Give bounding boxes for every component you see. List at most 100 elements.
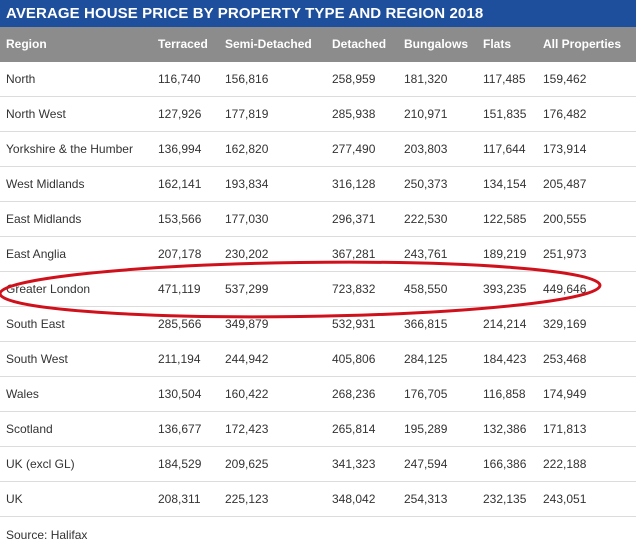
price-cell: 211,194 xyxy=(158,352,201,366)
price-cell: 134,154 xyxy=(483,177,527,191)
table-row: Wales 130,504 160,422 268,236 176,705 116,858… xyxy=(0,377,636,412)
price-cell: 268,236 xyxy=(332,387,376,401)
price-cell: 132,386 xyxy=(483,422,527,436)
price-cell: 160,422 xyxy=(225,387,269,401)
price-cell: 189,219 xyxy=(483,247,527,261)
price-cell: 537,299 xyxy=(225,282,269,296)
price-cell: 177,030 xyxy=(225,212,269,226)
table-row: East Anglia 207,178 230,202 367,281 243,761 1… xyxy=(0,237,636,272)
price-cell: 225,123 xyxy=(225,492,269,506)
table-title: AVERAGE HOUSE PRICE BY PROPERTY TYPE AND… xyxy=(0,0,636,27)
table-row: Yorkshire & the Humber 136,994 162,820 277,… xyxy=(0,132,636,167)
price-cell: 723,832 xyxy=(332,282,376,296)
price-cell: 471,119 xyxy=(158,282,201,296)
table-row: North 116,740 156,816 258,959 181,320 117,485… xyxy=(0,62,636,97)
price-cell: 285,566 xyxy=(158,317,202,331)
price-cell: 341,323 xyxy=(332,457,376,471)
column-header: Region xyxy=(6,37,47,51)
column-header: Detached xyxy=(332,37,387,51)
price-cell: 193,834 xyxy=(225,177,269,191)
price-cell: 151,835 xyxy=(483,107,527,121)
table-row: Greater London 471,119 537,299 723,832 458,5… xyxy=(0,272,636,307)
price-cell: 532,931 xyxy=(332,317,376,331)
price-cell: 172,423 xyxy=(225,422,269,436)
region-cell: Greater London xyxy=(6,282,91,296)
price-cell: 181,320 xyxy=(404,72,448,86)
price-cell: 166,386 xyxy=(483,457,527,471)
table-row: East Midlands 153,566 177,030 296,371 222,53… xyxy=(0,202,636,237)
price-cell: 230,202 xyxy=(225,247,269,261)
price-cell: 405,806 xyxy=(332,352,376,366)
price-cell: 222,188 xyxy=(543,457,587,471)
region-cell: East Midlands xyxy=(6,212,82,226)
price-cell: 122,585 xyxy=(483,212,527,226)
region-cell: West Midlands xyxy=(6,177,85,191)
price-cell: 205,487 xyxy=(543,177,587,191)
source-note: Source: Halifax xyxy=(6,528,88,542)
price-cell: 136,994 xyxy=(158,142,202,156)
column-header: Flats xyxy=(483,37,512,51)
price-cell: 159,462 xyxy=(543,72,587,86)
price-cell: 329,169 xyxy=(543,317,587,331)
table-row: UK (excl GL) 184,529 209,625 341,323 247,594… xyxy=(0,447,636,482)
table-row: Scotland 136,677 172,423 265,814 195,289 132,… xyxy=(0,412,636,447)
price-cell: 117,644 xyxy=(483,142,526,156)
price-cell: 195,289 xyxy=(404,422,448,436)
column-header: All Properties xyxy=(543,37,622,51)
price-cell: 349,879 xyxy=(225,317,269,331)
region-cell: South East xyxy=(6,317,65,331)
region-cell: North West xyxy=(6,107,66,121)
price-cell: 173,914 xyxy=(543,142,587,156)
price-cell: 176,705 xyxy=(404,387,448,401)
table-row: UK 208,311 225,123 348,042 254,313 232,135 243… xyxy=(0,482,636,517)
price-cell: 265,814 xyxy=(332,422,376,436)
price-cell: 243,761 xyxy=(404,247,448,261)
column-header: Semi-Detached xyxy=(225,37,312,51)
price-cell: 449,646 xyxy=(543,282,587,296)
price-cell: 208,311 xyxy=(158,492,201,506)
price-cell: 285,938 xyxy=(332,107,376,121)
price-cell: 222,530 xyxy=(404,212,448,226)
price-cell: 162,820 xyxy=(225,142,269,156)
price-cell: 250,373 xyxy=(404,177,448,191)
price-cell: 174,949 xyxy=(543,387,587,401)
price-cell: 210,971 xyxy=(404,107,448,121)
price-cell: 296,371 xyxy=(332,212,376,226)
price-cell: 366,815 xyxy=(404,317,448,331)
price-cell: 116,740 xyxy=(158,72,201,86)
price-cell: 177,819 xyxy=(225,107,269,121)
region-cell: North xyxy=(6,72,36,86)
price-cell: 184,529 xyxy=(158,457,202,471)
table-header: Region Terraced Semi-Detached Detached Bunga… xyxy=(0,27,636,62)
price-cell: 200,555 xyxy=(543,212,587,226)
column-header: Terraced xyxy=(158,37,208,51)
price-cell: 232,135 xyxy=(483,492,527,506)
price-cell: 176,482 xyxy=(543,107,587,121)
price-cell: 254,313 xyxy=(404,492,448,506)
price-cell: 136,677 xyxy=(158,422,202,436)
price-cell: 253,468 xyxy=(543,352,587,366)
price-cell: 117,485 xyxy=(483,72,526,86)
region-cell: East Anglia xyxy=(6,247,67,261)
column-header: Bungalows xyxy=(404,37,469,51)
price-cell: 156,816 xyxy=(225,72,269,86)
price-cell: 284,125 xyxy=(404,352,448,366)
region-cell: Wales xyxy=(6,387,39,401)
price-cell: 203,803 xyxy=(404,142,448,156)
price-cell: 348,042 xyxy=(332,492,376,506)
price-cell: 367,281 xyxy=(332,247,376,261)
region-cell: Yorkshire & the Humber xyxy=(6,142,133,156)
region-cell: UK (excl GL) xyxy=(6,457,75,471)
price-cell: 162,141 xyxy=(158,177,202,191)
price-cell: 251,973 xyxy=(543,247,587,261)
table-row: South West 211,194 244,942 405,806 284,125 18… xyxy=(0,342,636,377)
price-cell: 258,959 xyxy=(332,72,376,86)
table-row: South East 285,566 349,879 532,931 366,815 21… xyxy=(0,307,636,342)
table-row: West Midlands 162,141 193,834 316,128 250,37… xyxy=(0,167,636,202)
price-cell: 209,625 xyxy=(225,457,269,471)
price-cell: 214,214 xyxy=(483,317,527,331)
price-cell: 244,942 xyxy=(225,352,269,366)
region-cell: South West xyxy=(6,352,68,366)
price-cell: 393,235 xyxy=(483,282,527,296)
price-cell: 184,423 xyxy=(483,352,527,366)
